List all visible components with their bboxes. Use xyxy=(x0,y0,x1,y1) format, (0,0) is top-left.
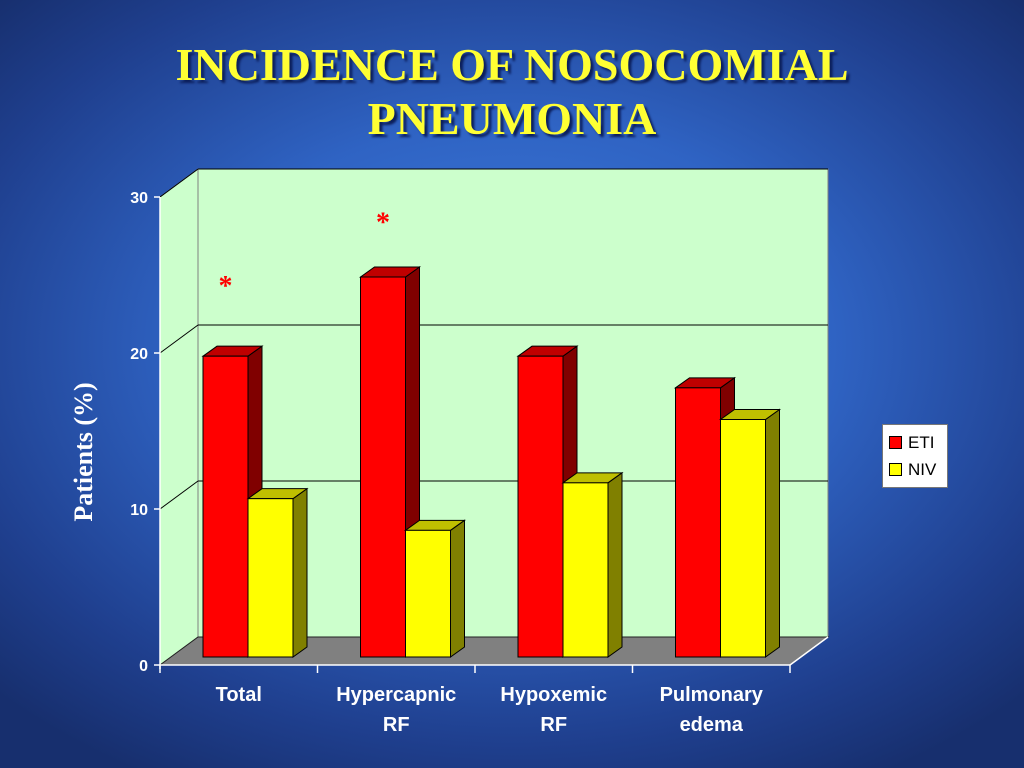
y-tick-label: 0 xyxy=(139,658,148,675)
bar-niv xyxy=(562,482,609,658)
chart-side-wall xyxy=(159,168,199,666)
slide-title: INCIDENCE OF NOSOCOMIAL PNEUMONIA xyxy=(0,38,1024,146)
legend-item-eti: ETI xyxy=(889,429,947,456)
bar-eti xyxy=(675,387,721,658)
y-tick-label: 30 xyxy=(130,190,148,207)
y-axis-label: Patients (%) xyxy=(69,382,98,522)
bar-niv xyxy=(405,529,451,658)
chart-legend: ETI NIV xyxy=(882,424,948,488)
x-tick-label: Total xyxy=(216,684,262,706)
title-line-1: INCIDENCE OF NOSOCOMIAL xyxy=(175,39,849,90)
gridline-side-10 xyxy=(159,480,199,510)
bar-side-niv xyxy=(450,519,465,658)
title-line-2: PNEUMONIA xyxy=(367,93,657,144)
bar-side-niv xyxy=(292,487,308,658)
gridline-side-20 xyxy=(159,324,199,354)
y-tick-label: 10 xyxy=(130,502,148,519)
x-tick-label: Pulmonary xyxy=(660,684,764,706)
x-tick-label: RF xyxy=(540,714,567,736)
x-tick-label: Hypoxemic xyxy=(500,684,607,706)
bar-eti xyxy=(360,276,406,658)
legend-item-niv: NIV xyxy=(889,456,947,483)
bar-niv xyxy=(720,419,766,658)
y-tick-label: 20 xyxy=(130,346,148,363)
bar-side-niv xyxy=(607,471,623,658)
bar-eti xyxy=(202,355,249,658)
bar-eti xyxy=(517,355,564,658)
legend-label-eti: ETI xyxy=(908,432,935,452)
legend-label-niv: NIV xyxy=(908,459,937,479)
significance-asterisk: * xyxy=(219,271,233,302)
bar-side-niv xyxy=(765,408,780,658)
gridline-side-30 xyxy=(159,168,199,198)
x-axis-depth-line xyxy=(789,636,829,666)
x-tick-label: edema xyxy=(680,714,744,736)
x-tick-label: Hypercapnic xyxy=(336,684,456,706)
significance-asterisk: * xyxy=(376,208,390,239)
legend-swatch-niv xyxy=(889,463,902,476)
x-tick-label: RF xyxy=(383,714,410,736)
legend-swatch-eti xyxy=(889,436,902,449)
bar-niv xyxy=(247,498,294,658)
